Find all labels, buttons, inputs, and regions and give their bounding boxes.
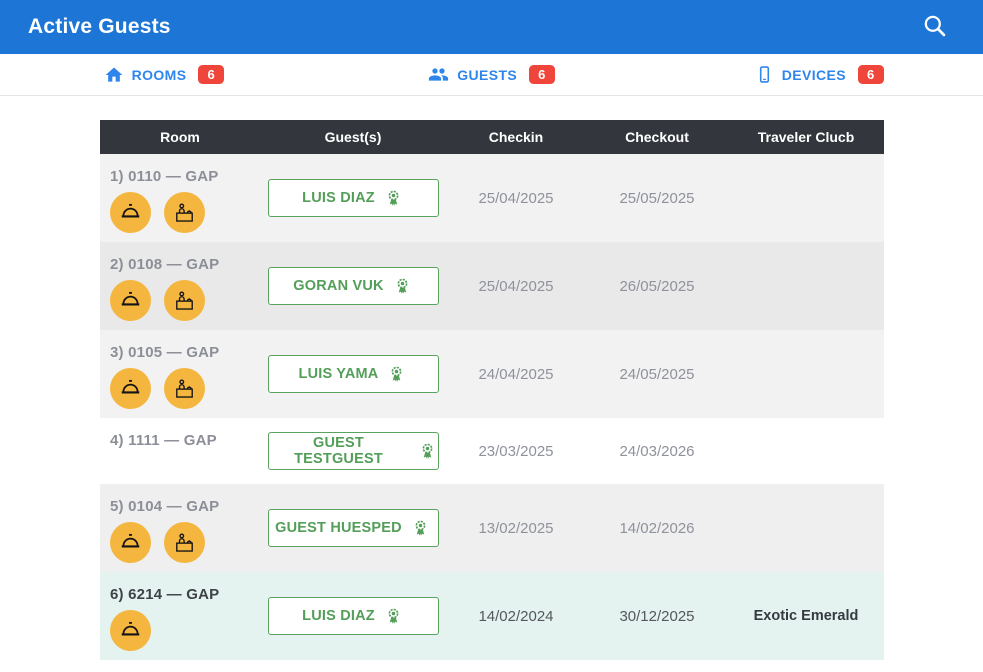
active-guests-table: Room Guest(s) Checkin Checkout Traveler … [100, 120, 884, 660]
column-header-guests: Guest(s) [324, 129, 382, 145]
devices-count-badge: 6 [857, 65, 884, 84]
reception-desk-icon[interactable] [164, 192, 205, 233]
checkin-date: 13/02/2025 [478, 519, 554, 537]
table-header: Room Guest(s) Checkin Checkout Traveler … [100, 120, 884, 154]
room-service-icon[interactable] [110, 522, 151, 563]
room-cell: 2) 0108 — GAP [100, 242, 260, 330]
room-cell: 6) 6214 — GAP [100, 572, 260, 660]
award-ribbon-icon [383, 606, 404, 627]
traveler-club: Exotic Emerald [753, 608, 859, 624]
column-header-checkout: Checkout [625, 129, 689, 145]
room-cell: 3) 0105 — GAP [100, 330, 260, 418]
room-label: 1) 0110 — GAP [110, 168, 219, 185]
checkout-date: 24/03/2026 [619, 442, 695, 460]
guest-cell: LUIS DIAZ [260, 179, 446, 217]
guest-name: GUEST HUESPED [275, 520, 402, 536]
page-title: Active Guests [28, 15, 171, 38]
room-cell: 1) 0110 — GAP [100, 154, 260, 242]
reception-desk-icon[interactable] [164, 280, 205, 321]
tab-bar: ROOMS 6 GUESTS 6 DEVICES 6 [0, 54, 983, 96]
tab-devices[interactable]: DEVICES 6 [655, 54, 983, 95]
guest-button[interactable]: LUIS DIAZ [267, 597, 439, 635]
room-label: 3) 0105 — GAP [110, 344, 220, 361]
table-row: 4) 1111 — GAP GUEST TESTGUEST 23/03/2025… [100, 418, 884, 484]
award-ribbon-icon [410, 518, 431, 539]
search-icon [921, 12, 948, 42]
guest-name: LUIS DIAZ [302, 190, 375, 206]
guest-button[interactable]: GUEST HUESPED [267, 509, 439, 547]
column-header-traveler-club: Traveler Clucb [757, 129, 855, 145]
room-cell: 4) 1111 — GAP [100, 418, 260, 484]
checkin-date: 14/02/2024 [478, 607, 554, 625]
guest-cell: LUIS DIAZ [260, 597, 446, 635]
reception-desk-icon[interactable] [164, 368, 205, 409]
room-label: 4) 1111 — GAP [110, 432, 217, 449]
checkout-date: 24/05/2025 [619, 365, 695, 383]
guest-cell: GUEST HUESPED [260, 509, 446, 547]
column-header-checkin: Checkin [488, 129, 544, 145]
room-service-icon[interactable] [110, 368, 151, 409]
room-cell: 5) 0104 — GAP [100, 484, 260, 572]
rooms-count-badge: 6 [198, 65, 225, 84]
table-row: 5) 0104 — GAP GUEST HUESPED 13/02/2025 1… [100, 484, 884, 572]
checkin-date: 25/04/2025 [478, 189, 554, 207]
table-row: 6) 6214 — GAP LUIS DIAZ 14/02/2024 30/12… [100, 572, 884, 660]
checkout-date: 25/05/2025 [619, 189, 695, 207]
room-service-icon[interactable] [110, 192, 151, 233]
checkin-date: 24/04/2025 [478, 365, 554, 383]
award-ribbon-icon [392, 276, 413, 297]
tab-guests[interactable]: GUESTS 6 [328, 54, 656, 95]
guest-name: LUIS DIAZ [302, 608, 375, 624]
guest-button[interactable]: LUIS YAMA [267, 355, 439, 393]
table-row: 2) 0108 — GAP GORAN VUK 25/04/2025 26/05… [100, 242, 884, 330]
guest-cell: GORAN VUK [260, 267, 446, 305]
tab-guests-label: GUESTS [457, 66, 518, 83]
home-icon [104, 65, 124, 85]
award-ribbon-icon [383, 188, 404, 209]
room-service-icon[interactable] [110, 280, 151, 321]
guest-name: LUIS YAMA [298, 366, 379, 382]
guest-cell: LUIS YAMA [260, 355, 446, 393]
checkout-date: 30/12/2025 [619, 607, 695, 625]
guest-name: GUEST TESTGUEST [294, 435, 383, 467]
table-body: 1) 0110 — GAP LUIS DIAZ 25/04/2025 25/05… [100, 154, 884, 660]
column-header-room: Room [160, 129, 200, 145]
tab-rooms[interactable]: ROOMS 6 [0, 54, 328, 95]
guest-button[interactable]: GORAN VUK [267, 267, 439, 305]
room-service-icon[interactable] [110, 610, 151, 651]
room-icons [110, 192, 260, 233]
room-label: 5) 0104 — GAP [110, 498, 220, 515]
checkout-date: 26/05/2025 [619, 277, 695, 295]
checkout-date: 14/02/2026 [619, 519, 695, 537]
search-button[interactable] [919, 12, 949, 42]
room-icons [110, 610, 260, 651]
tab-rooms-label: ROOMS [131, 66, 187, 83]
guest-cell: GUEST TESTGUEST [260, 432, 446, 470]
table-row: 3) 0105 — GAP LUIS YAMA 24/04/2025 24/05… [100, 330, 884, 418]
guest-name: GORAN VUK [293, 278, 384, 294]
checkin-date: 25/04/2025 [478, 277, 554, 295]
guest-button[interactable]: GUEST TESTGUEST [267, 432, 439, 470]
award-ribbon-icon [417, 441, 438, 462]
reception-desk-icon[interactable] [164, 522, 205, 563]
guest-button[interactable]: LUIS DIAZ [267, 179, 439, 217]
guests-count-badge: 6 [529, 65, 555, 84]
checkin-date: 23/03/2025 [478, 442, 554, 460]
room-label: 2) 0108 — GAP [110, 256, 220, 273]
smartphone-icon [755, 65, 774, 84]
room-icons [110, 522, 260, 563]
room-label: 6) 6214 — GAP [110, 586, 220, 603]
tab-devices-label: DEVICES [781, 66, 846, 83]
people-icon [428, 64, 449, 85]
award-ribbon-icon [386, 364, 407, 385]
room-icons [110, 368, 260, 409]
app-bar: Active Guests [0, 0, 983, 54]
room-icons [110, 280, 260, 321]
table-row: 1) 0110 — GAP LUIS DIAZ 25/04/2025 25/05… [100, 154, 884, 242]
